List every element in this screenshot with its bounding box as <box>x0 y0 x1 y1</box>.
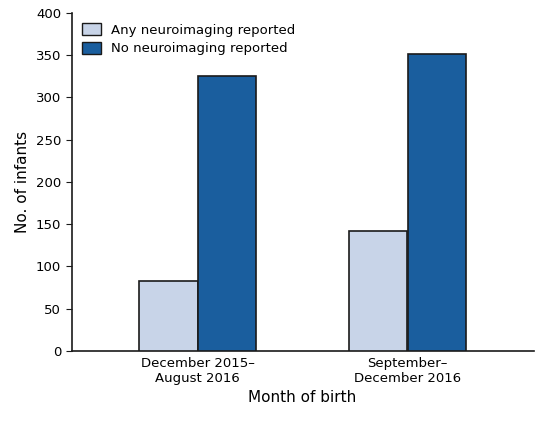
Bar <box>197 76 256 351</box>
X-axis label: Month of birth: Month of birth <box>249 390 356 405</box>
Bar <box>408 54 466 351</box>
Legend: Any neuroimaging reported, No neuroimaging reported: Any neuroimaging reported, No neuroimagi… <box>78 19 299 59</box>
Bar <box>139 281 197 351</box>
Bar <box>349 231 408 351</box>
Y-axis label: No. of infants: No. of infants <box>15 131 30 233</box>
